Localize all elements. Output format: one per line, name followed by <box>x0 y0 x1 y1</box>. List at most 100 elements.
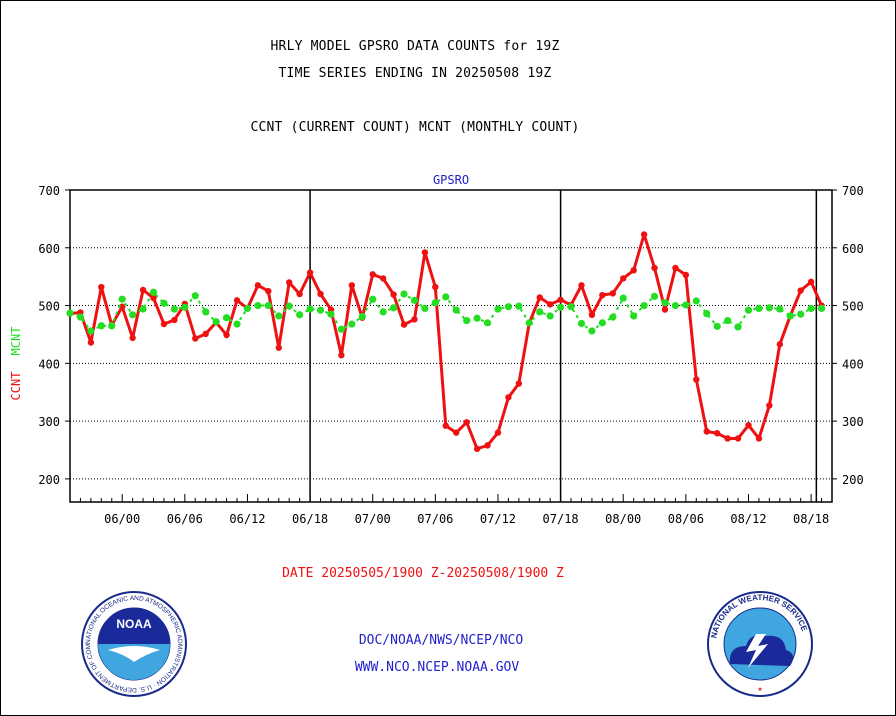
point-mcnt <box>358 312 366 321</box>
point-ccnt <box>139 286 147 294</box>
y-tick-label-right: 400 <box>842 357 864 371</box>
point-ccnt <box>546 301 554 308</box>
y-tick-label-left: 500 <box>38 300 60 314</box>
point-mcnt <box>567 303 575 311</box>
point-mcnt <box>609 313 617 321</box>
website-link[interactable]: WWW.NCO.NCEP.NOAA.GOV <box>354 660 520 675</box>
point-ccnt <box>129 334 136 342</box>
x-tick-label: 08/18 <box>793 512 829 526</box>
point-ccnt <box>453 429 460 436</box>
point-ccnt <box>693 376 700 383</box>
x-tick-label: 07/12 <box>480 512 516 526</box>
point-ccnt <box>150 294 157 302</box>
point-ccnt <box>275 344 282 351</box>
point-ccnt <box>369 271 376 278</box>
y-tick-label-right: 600 <box>842 242 864 256</box>
point-mcnt <box>483 319 492 327</box>
point-ccnt <box>609 290 616 297</box>
y-axis-label-mcnt: MCNT <box>9 327 23 356</box>
point-mcnt <box>630 312 638 320</box>
nws-lightning-icon <box>746 634 768 668</box>
point-mcnt <box>661 299 669 307</box>
point-ccnt <box>192 335 199 342</box>
point-mcnt <box>536 308 544 316</box>
x-tick-label: 07/00 <box>355 512 391 526</box>
point-mcnt <box>410 296 419 304</box>
point-ccnt <box>494 429 502 436</box>
point-ccnt <box>338 352 345 359</box>
point-ccnt <box>286 279 293 286</box>
point-ccnt <box>87 339 95 346</box>
point-mcnt <box>724 316 732 325</box>
point-mcnt <box>316 306 325 314</box>
series-layer <box>66 231 826 453</box>
nws-star-icon: ★ <box>758 684 763 693</box>
point-mcnt <box>640 301 648 310</box>
x-tick-label: 06/12 <box>229 512 265 526</box>
point-mcnt <box>703 310 711 318</box>
header-line-3: CCNT (CURRENT COUNT) MCNT (MONTHLY COUNT… <box>250 120 580 135</box>
point-ccnt <box>640 231 648 238</box>
point-ccnt <box>390 291 397 298</box>
point-ccnt <box>588 311 596 318</box>
point-ccnt <box>630 267 637 274</box>
point-mcnt <box>682 301 690 309</box>
point-mcnt <box>671 301 680 310</box>
point-mcnt <box>713 322 721 330</box>
point-mcnt <box>379 308 387 316</box>
point-ccnt <box>651 264 658 272</box>
point-mcnt <box>296 311 304 319</box>
point-mcnt <box>515 302 523 310</box>
point-mcnt <box>494 305 502 313</box>
point-ccnt <box>745 421 752 429</box>
point-mcnt <box>233 320 241 328</box>
point-ccnt <box>306 269 314 276</box>
x-tick-label: 08/12 <box>730 512 766 526</box>
noaa-logo-text: NOAA <box>116 617 152 631</box>
doc-link[interactable]: DOC/NOAA/NWS/NCEP/NCO <box>358 633 524 648</box>
point-ccnt <box>98 283 105 291</box>
point-ccnt <box>599 291 606 299</box>
point-mcnt <box>264 301 272 310</box>
header-line-2: TIME SERIES ENDING IN 20250508 19Z <box>278 66 552 81</box>
point-mcnt <box>170 305 178 313</box>
x-tick-label: 06/06 <box>167 512 203 526</box>
point-mcnt <box>243 304 252 313</box>
y-tick-label-left: 600 <box>38 242 60 256</box>
y-tick-label-right: 700 <box>842 184 864 198</box>
point-mcnt <box>557 303 565 311</box>
point-ccnt <box>442 422 449 429</box>
point-mcnt <box>431 299 439 307</box>
y-tick-label-left: 700 <box>38 184 60 198</box>
point-ccnt <box>202 330 209 338</box>
point-mcnt <box>327 310 335 318</box>
point-mcnt <box>755 304 763 313</box>
point-ccnt <box>703 428 710 435</box>
point-mcnt <box>118 295 126 303</box>
point-ccnt <box>797 287 804 294</box>
point-mcnt <box>442 293 450 301</box>
point-ccnt <box>223 331 230 339</box>
point-ccnt <box>160 320 168 328</box>
point-mcnt <box>97 322 105 330</box>
grid-layer <box>70 190 832 502</box>
point-ccnt <box>400 321 408 328</box>
point-mcnt <box>212 318 220 326</box>
point-mcnt <box>202 308 210 316</box>
point-ccnt <box>755 435 763 442</box>
point-mcnt <box>421 304 429 313</box>
point-mcnt <box>797 310 805 318</box>
point-ccnt <box>620 275 627 282</box>
point-ccnt <box>233 297 241 304</box>
point-mcnt <box>619 294 627 302</box>
x-tick-label: 07/06 <box>417 512 453 526</box>
point-mcnt <box>254 301 262 310</box>
point-ccnt <box>432 283 439 291</box>
point-mcnt <box>285 302 293 310</box>
point-ccnt <box>317 290 324 298</box>
point-mcnt <box>76 313 85 321</box>
axis-layer: 200 200 300 300 400 400 500 500 600 600 700 700 06/0… <box>38 184 863 526</box>
point-ccnt <box>807 278 815 286</box>
chart-title: GPSRO <box>433 173 469 187</box>
